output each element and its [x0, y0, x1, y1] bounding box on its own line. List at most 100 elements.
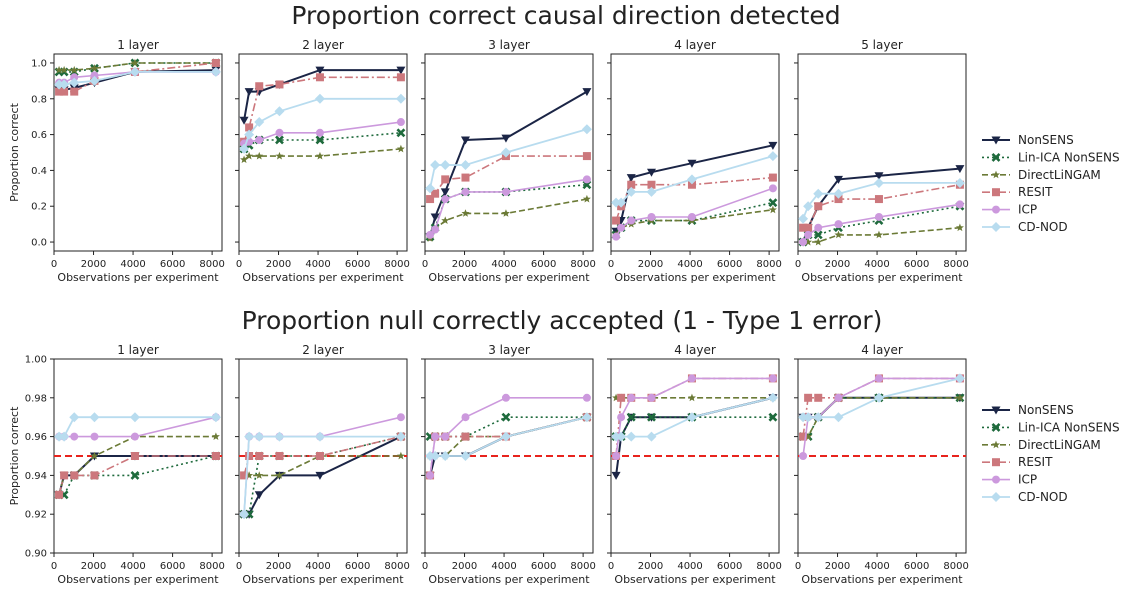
data-point — [768, 205, 777, 214]
data-point — [501, 393, 510, 402]
data-point — [874, 230, 883, 239]
data-point — [611, 431, 622, 442]
data-point — [275, 151, 284, 160]
series-line — [59, 62, 216, 73]
x-tick-label: 6000 — [345, 259, 370, 270]
x-tick-label: 0 — [608, 561, 614, 572]
x-tick-label: 2000 — [81, 259, 106, 270]
data-point — [90, 471, 99, 480]
x-tick-label: 2000 — [266, 259, 291, 270]
data-point — [873, 392, 884, 403]
data-point — [582, 393, 591, 402]
data-point — [500, 431, 511, 442]
data-point — [90, 432, 99, 441]
legend-label: ICP — [1018, 473, 1037, 487]
data-point — [425, 451, 436, 461]
data-point — [813, 188, 824, 199]
data-point — [245, 123, 254, 132]
data-point — [687, 374, 696, 383]
data-point — [431, 189, 440, 198]
data-point — [874, 195, 883, 204]
data-point — [239, 143, 250, 154]
legend-marker — [991, 136, 1001, 145]
data-point — [210, 412, 221, 423]
data-point — [431, 432, 440, 441]
series-cd-nod — [425, 124, 592, 194]
series-line — [615, 209, 774, 236]
series-line — [803, 226, 960, 243]
x-tick-label: 0 — [236, 561, 242, 572]
data-point — [314, 93, 325, 104]
data-point — [59, 79, 70, 90]
x-tick-label: 0 — [51, 561, 57, 572]
plot-frame — [424, 53, 594, 252]
data-point — [768, 184, 777, 193]
data-point — [768, 412, 778, 422]
x-tick-label: 4000 — [120, 561, 145, 572]
x-tick-label: 8000 — [943, 561, 968, 572]
data-point — [768, 198, 778, 208]
series-line — [802, 167, 960, 243]
legend-label: Lin-ICA NonSENS — [1018, 150, 1120, 164]
x-tick-label: 4000 — [120, 259, 145, 270]
data-point — [70, 65, 79, 74]
data-point — [89, 412, 100, 423]
data-point — [627, 216, 636, 225]
data-point — [461, 432, 470, 441]
data-point — [441, 216, 450, 224]
y-tick-label: 0.98 — [25, 393, 47, 404]
data-point — [254, 117, 265, 128]
series-cd-nod — [239, 93, 406, 154]
series-icp — [426, 393, 591, 480]
data-point — [687, 212, 696, 221]
data-point — [833, 175, 843, 184]
x-tick-label: 6000 — [160, 561, 185, 572]
data-point — [240, 155, 249, 164]
data-point — [813, 230, 823, 240]
data-point — [441, 195, 450, 204]
data-point — [617, 393, 626, 402]
series-cd-nod — [239, 431, 406, 520]
data-point — [803, 412, 814, 423]
data-point — [834, 220, 843, 229]
data-point — [954, 373, 965, 384]
data-point — [245, 452, 254, 460]
data-point — [501, 412, 511, 422]
data-point — [612, 452, 621, 460]
series-cd-nod — [54, 66, 221, 90]
data-point — [431, 225, 440, 234]
data-point — [646, 186, 657, 197]
data-point — [55, 87, 64, 96]
data-point — [426, 230, 435, 239]
data-point — [799, 452, 808, 460]
plot-frame — [238, 53, 408, 252]
data-point — [315, 151, 324, 160]
legend-marker — [992, 188, 1000, 197]
x-axis-label: Observations per experiment — [428, 573, 590, 586]
data-point — [874, 172, 884, 181]
x-axis-label: Observations per experiment — [242, 271, 404, 284]
data-point — [130, 470, 140, 480]
legend-marker — [992, 458, 1000, 467]
series-nonsens — [425, 88, 592, 242]
data-point — [425, 183, 436, 194]
data-point — [955, 393, 964, 402]
data-point — [460, 136, 470, 145]
data-point — [612, 232, 621, 241]
data-point — [461, 187, 470, 196]
x-tick-label: 0 — [795, 561, 801, 572]
x-tick-label: 4000 — [677, 561, 702, 572]
data-point — [54, 431, 65, 442]
subplot-title: 2 layer — [302, 38, 344, 52]
data-point — [626, 412, 636, 422]
data-point — [255, 135, 264, 144]
x-tick-label: 2000 — [638, 259, 663, 270]
x-tick-label: 2000 — [266, 561, 291, 572]
data-point — [275, 80, 284, 89]
data-point — [440, 160, 451, 171]
x-axis-label: Observations per experiment — [57, 271, 219, 284]
x-tick-label: 6000 — [717, 259, 742, 270]
